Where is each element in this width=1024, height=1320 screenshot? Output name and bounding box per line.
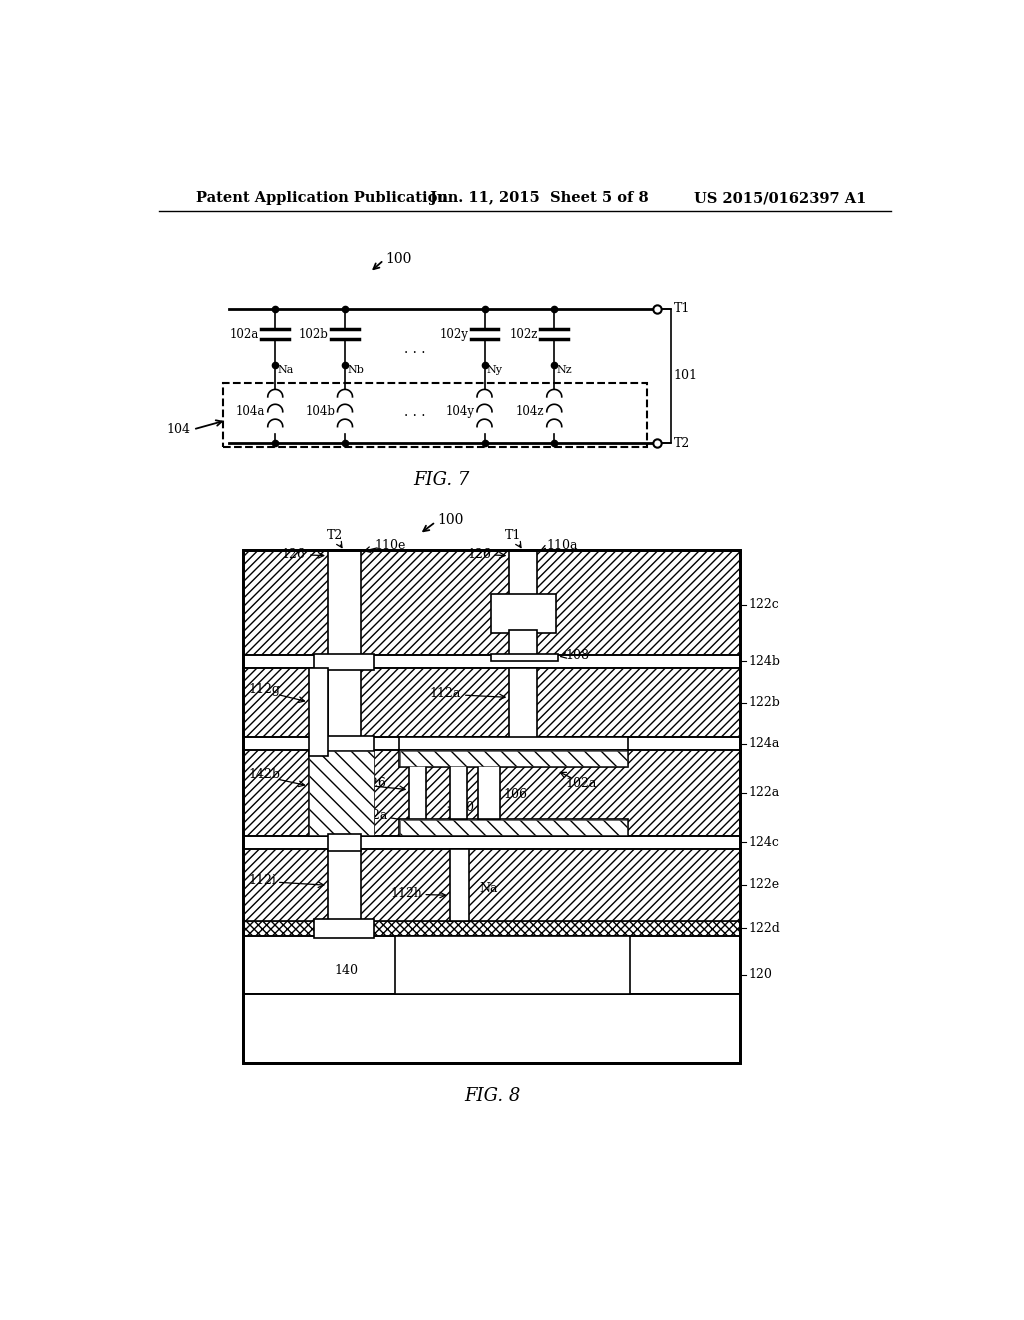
Text: . . .: . . .	[404, 405, 426, 420]
Text: 122e: 122e	[748, 878, 779, 891]
Text: 104a: 104a	[422, 973, 454, 986]
Text: 124a: 124a	[748, 737, 779, 750]
Bar	[314, 919, 375, 937]
Bar	[399, 818, 628, 836]
Bar	[400, 751, 627, 766]
Text: 124c: 124c	[748, 836, 779, 849]
Text: Patent Application Publication: Patent Application Publication	[197, 191, 449, 206]
Bar	[509, 631, 538, 657]
Bar	[243, 849, 740, 921]
Text: 102a: 102a	[566, 777, 597, 791]
Text: Nb: Nb	[347, 366, 365, 375]
Text: Ny: Ny	[486, 366, 503, 375]
Text: T1: T1	[674, 302, 690, 315]
Text: 110a: 110a	[547, 539, 578, 552]
Text: 106: 106	[503, 788, 527, 801]
Bar	[309, 751, 374, 836]
Bar	[328, 849, 360, 921]
Bar	[399, 750, 628, 767]
Bar	[509, 549, 538, 595]
Text: 122b: 122b	[748, 696, 780, 709]
Text: 102b: 102b	[299, 327, 329, 341]
Bar	[490, 594, 556, 632]
Bar	[490, 653, 558, 661]
Text: 126: 126	[282, 548, 306, 561]
Text: 112a: 112a	[430, 686, 461, 700]
Bar	[395, 936, 630, 994]
Bar	[243, 668, 740, 738]
Text: 142b: 142b	[248, 768, 281, 781]
Bar	[509, 668, 538, 750]
Text: 122d: 122d	[748, 921, 780, 935]
Bar	[243, 549, 740, 1063]
Text: 110e: 110e	[375, 539, 406, 552]
Text: 102z: 102z	[510, 327, 538, 341]
Bar	[222, 383, 647, 447]
Text: Jun. 11, 2015  Sheet 5 of 8: Jun. 11, 2015 Sheet 5 of 8	[430, 191, 649, 206]
Text: 104a: 104a	[237, 405, 265, 418]
Text: 112i: 112i	[248, 874, 276, 887]
Text: . . .: . . .	[404, 342, 426, 356]
Bar	[243, 549, 740, 655]
Bar	[243, 549, 740, 1063]
Text: 101: 101	[674, 370, 697, 383]
Text: 112g: 112g	[248, 684, 281, 696]
Bar	[314, 653, 375, 669]
Text: 104b: 104b	[305, 405, 335, 418]
Bar	[308, 750, 375, 836]
Bar	[328, 668, 360, 750]
Bar	[243, 655, 740, 668]
Bar	[314, 737, 375, 751]
Text: 142a: 142a	[356, 809, 388, 822]
Bar	[400, 820, 627, 836]
Text: T2: T2	[327, 529, 343, 543]
Text: 122c: 122c	[748, 598, 778, 611]
Text: T2: T2	[674, 437, 690, 450]
Bar	[308, 668, 328, 756]
Text: 102a: 102a	[229, 327, 259, 341]
Text: Na: Na	[479, 882, 498, 895]
Text: 126: 126	[362, 777, 387, 791]
Text: 112h: 112h	[390, 887, 423, 900]
Bar	[328, 549, 360, 668]
Text: 104z: 104z	[516, 405, 545, 418]
Text: Nz: Nz	[557, 366, 572, 375]
Text: FIG. 8: FIG. 8	[464, 1088, 520, 1105]
Bar	[450, 849, 469, 921]
Bar	[243, 836, 740, 849]
Text: 124b: 124b	[748, 655, 780, 668]
Text: 126: 126	[467, 548, 492, 561]
Text: 100: 100	[385, 252, 412, 265]
Text: 130: 130	[451, 801, 474, 814]
Text: 122a: 122a	[748, 787, 779, 800]
Bar	[243, 936, 740, 994]
Text: T1: T1	[505, 529, 521, 543]
Bar	[243, 738, 740, 750]
Bar	[409, 766, 426, 836]
Bar	[243, 921, 740, 936]
Text: 100: 100	[437, 513, 464, 527]
Text: 102y: 102y	[439, 327, 468, 341]
Bar	[450, 766, 467, 818]
Text: 140: 140	[335, 964, 358, 977]
Text: 120: 120	[748, 968, 772, 981]
Text: 104: 104	[166, 422, 190, 436]
Bar	[243, 994, 740, 1063]
Text: 104y: 104y	[445, 405, 475, 418]
Text: 108: 108	[566, 648, 590, 661]
Text: Na: Na	[278, 366, 294, 375]
Text: FIG. 7: FIG. 7	[414, 471, 470, 490]
Bar	[478, 766, 500, 818]
Bar	[328, 834, 360, 850]
Bar	[399, 738, 628, 750]
Text: US 2015/0162397 A1: US 2015/0162397 A1	[693, 191, 866, 206]
Bar	[243, 750, 740, 836]
